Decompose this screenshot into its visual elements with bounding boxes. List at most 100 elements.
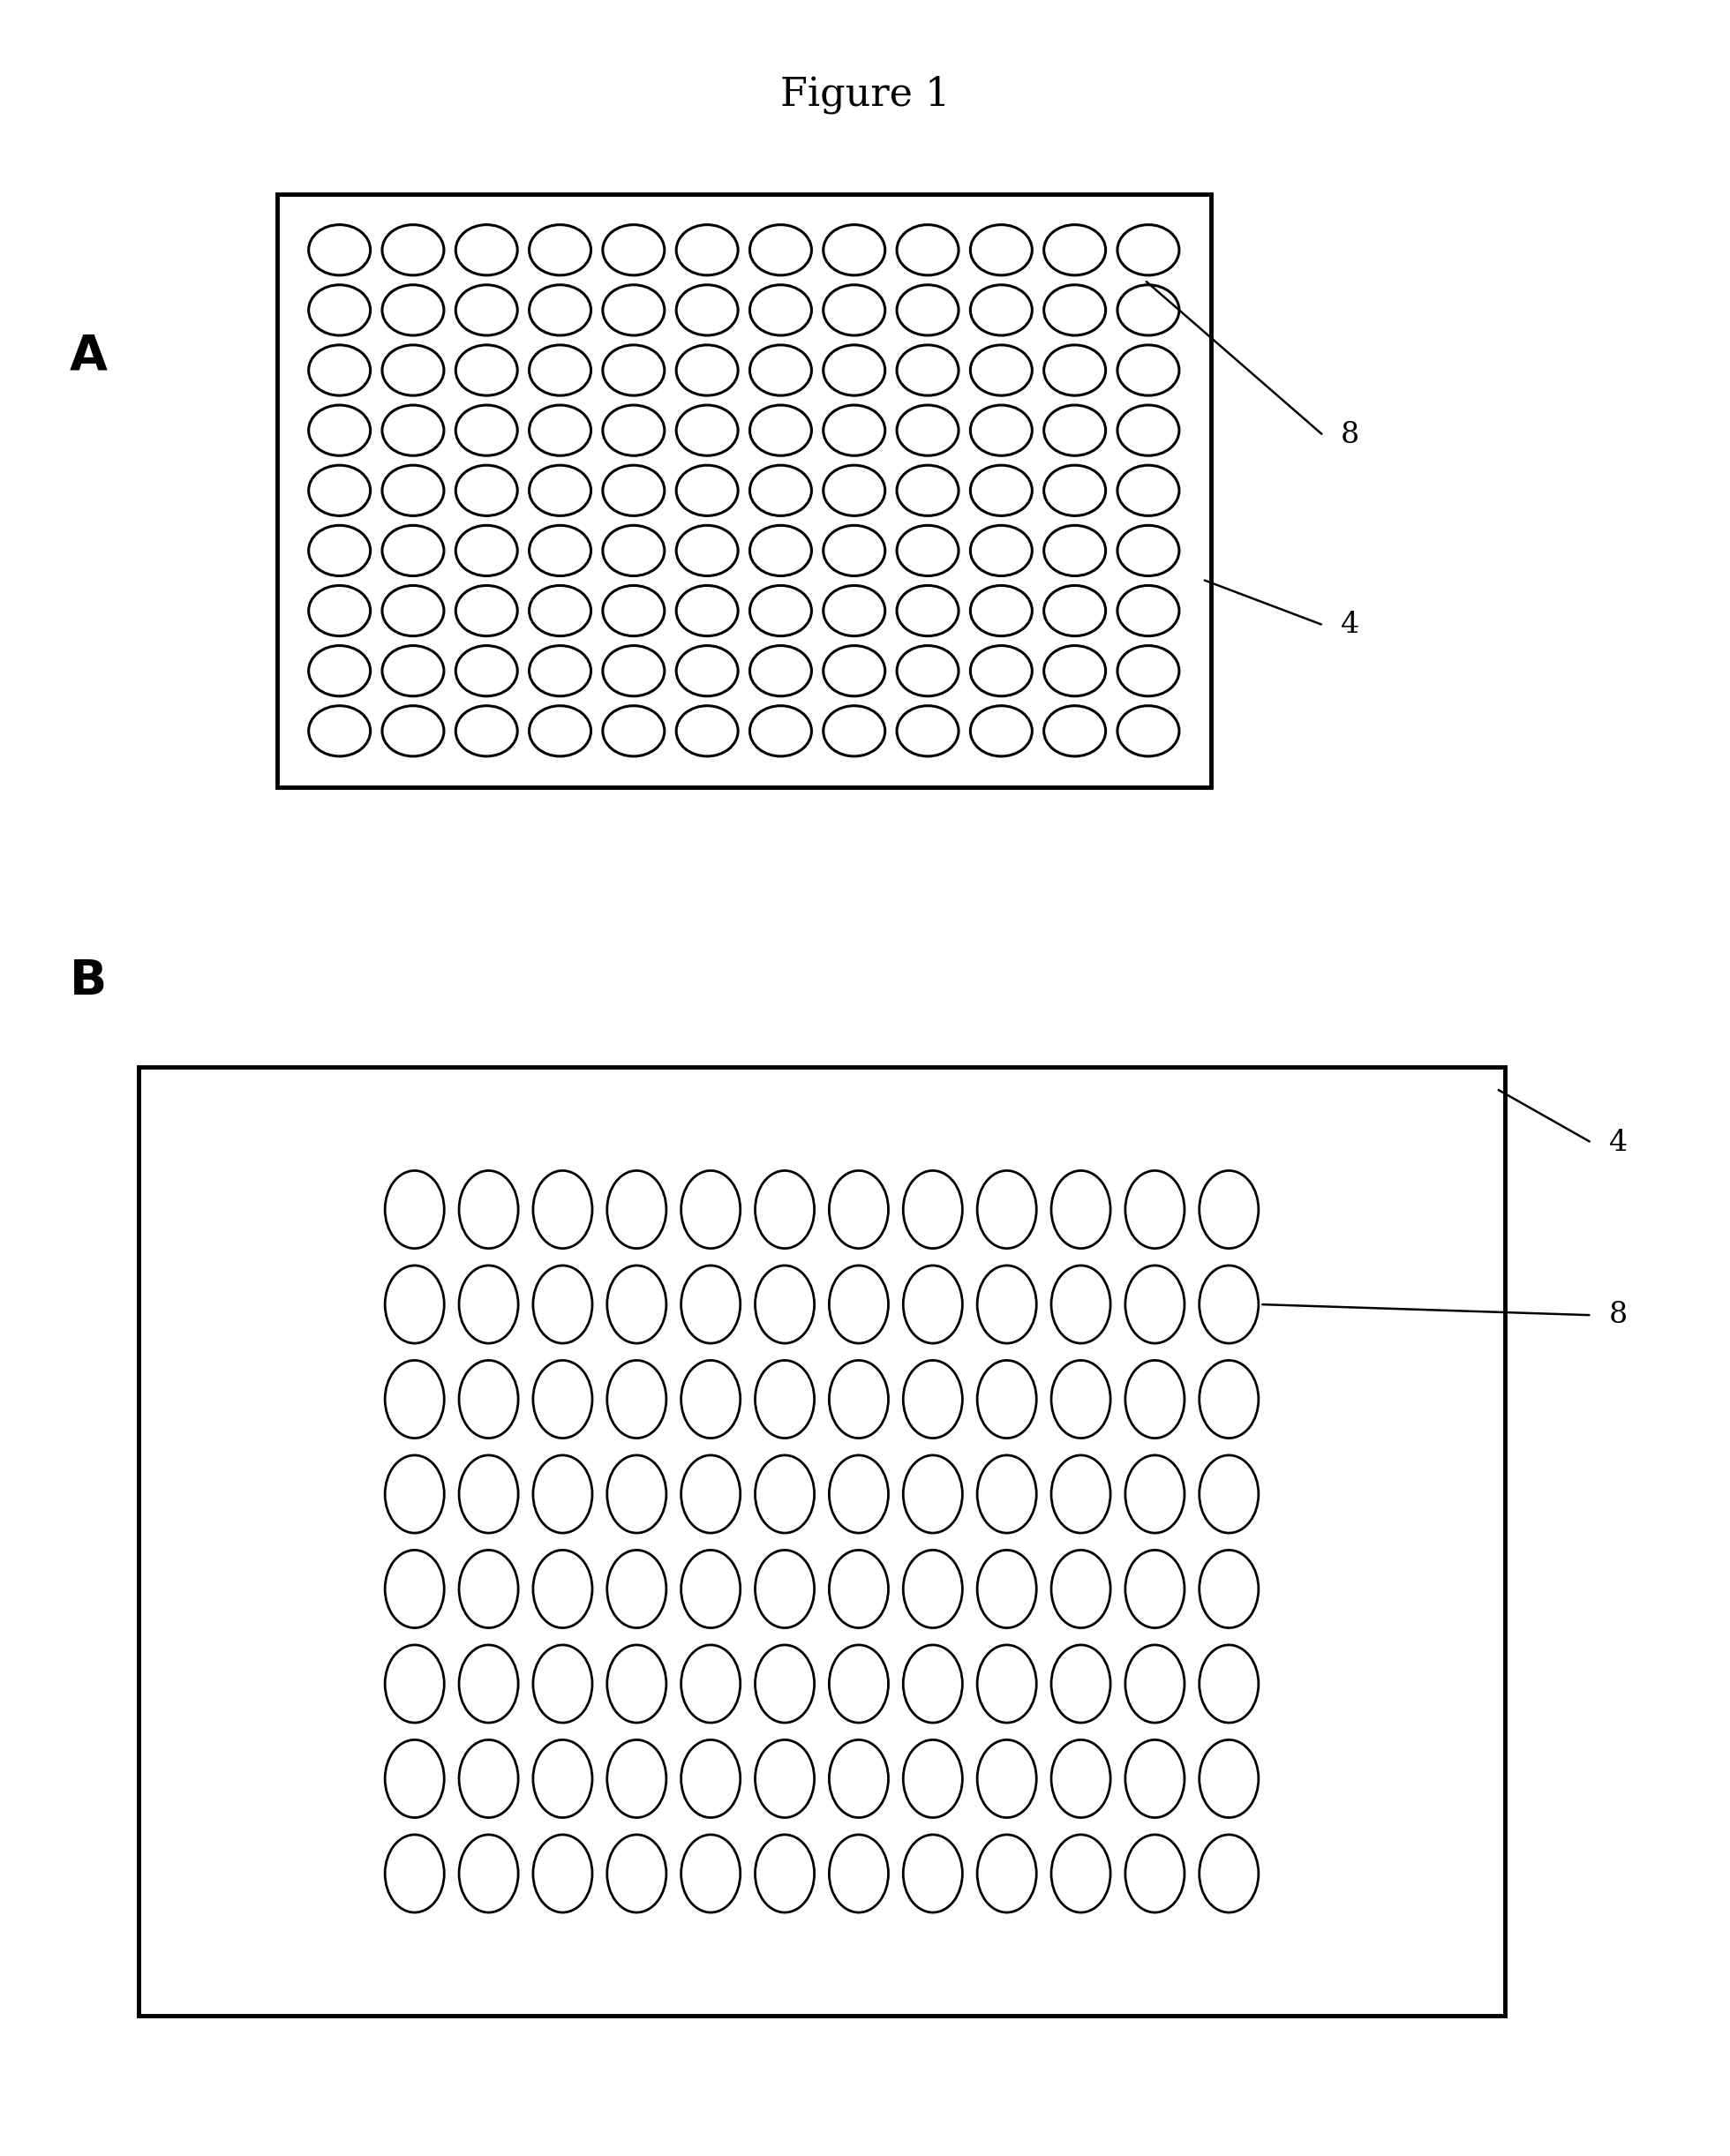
Ellipse shape (386, 1550, 445, 1628)
Ellipse shape (602, 285, 664, 336)
Ellipse shape (529, 466, 592, 515)
Text: 4: 4 (1341, 610, 1360, 640)
Ellipse shape (602, 705, 664, 757)
Ellipse shape (754, 1740, 815, 1818)
Ellipse shape (1043, 405, 1105, 455)
Ellipse shape (382, 705, 445, 757)
Ellipse shape (676, 466, 739, 515)
Ellipse shape (533, 1645, 592, 1723)
Ellipse shape (386, 1455, 445, 1533)
Ellipse shape (903, 1550, 962, 1628)
Ellipse shape (458, 1645, 519, 1723)
Ellipse shape (1118, 705, 1180, 757)
Ellipse shape (823, 345, 886, 395)
Ellipse shape (1124, 1740, 1185, 1818)
Ellipse shape (386, 1171, 445, 1248)
Ellipse shape (308, 405, 370, 455)
Ellipse shape (1118, 405, 1180, 455)
Ellipse shape (977, 1360, 1036, 1438)
Ellipse shape (754, 1266, 815, 1343)
Ellipse shape (829, 1455, 889, 1533)
Ellipse shape (607, 1550, 666, 1628)
Ellipse shape (829, 1645, 889, 1723)
Ellipse shape (382, 466, 445, 515)
Ellipse shape (1124, 1835, 1185, 1912)
Ellipse shape (971, 285, 1033, 336)
Ellipse shape (1199, 1360, 1258, 1438)
Ellipse shape (823, 466, 886, 515)
Ellipse shape (823, 586, 886, 636)
Ellipse shape (676, 586, 739, 636)
Ellipse shape (382, 224, 445, 276)
Ellipse shape (607, 1360, 666, 1438)
Ellipse shape (607, 1835, 666, 1912)
Ellipse shape (896, 466, 958, 515)
Ellipse shape (896, 285, 958, 336)
Ellipse shape (308, 224, 370, 276)
Ellipse shape (602, 405, 664, 455)
Ellipse shape (455, 345, 517, 395)
Ellipse shape (676, 345, 739, 395)
Ellipse shape (602, 224, 664, 276)
Ellipse shape (382, 586, 445, 636)
Ellipse shape (607, 1455, 666, 1533)
Text: 8: 8 (1609, 1300, 1628, 1330)
Ellipse shape (1052, 1455, 1111, 1533)
Ellipse shape (458, 1171, 519, 1248)
Ellipse shape (977, 1550, 1036, 1628)
Ellipse shape (903, 1455, 962, 1533)
Ellipse shape (382, 285, 445, 336)
Ellipse shape (829, 1835, 889, 1912)
Ellipse shape (749, 705, 811, 757)
Ellipse shape (529, 645, 592, 696)
Ellipse shape (903, 1360, 962, 1438)
Ellipse shape (455, 285, 517, 336)
Ellipse shape (529, 285, 592, 336)
Ellipse shape (823, 285, 886, 336)
Ellipse shape (455, 224, 517, 276)
Ellipse shape (1043, 705, 1105, 757)
Ellipse shape (386, 1835, 445, 1912)
Ellipse shape (971, 466, 1033, 515)
Ellipse shape (676, 645, 739, 696)
Ellipse shape (602, 526, 664, 576)
Ellipse shape (682, 1266, 740, 1343)
Ellipse shape (1052, 1171, 1111, 1248)
Text: Figure 1: Figure 1 (780, 75, 950, 114)
Ellipse shape (676, 405, 739, 455)
Ellipse shape (455, 705, 517, 757)
Ellipse shape (455, 466, 517, 515)
Ellipse shape (607, 1740, 666, 1818)
Ellipse shape (682, 1645, 740, 1723)
Ellipse shape (1052, 1360, 1111, 1438)
Ellipse shape (308, 645, 370, 696)
Ellipse shape (1052, 1740, 1111, 1818)
Ellipse shape (386, 1266, 445, 1343)
Ellipse shape (1124, 1550, 1185, 1628)
Ellipse shape (602, 586, 664, 636)
Ellipse shape (1118, 345, 1180, 395)
Ellipse shape (829, 1171, 889, 1248)
Ellipse shape (458, 1740, 519, 1818)
Ellipse shape (682, 1360, 740, 1438)
Ellipse shape (896, 224, 958, 276)
Ellipse shape (1124, 1266, 1185, 1343)
Ellipse shape (607, 1645, 666, 1723)
Ellipse shape (533, 1740, 592, 1818)
Ellipse shape (977, 1171, 1036, 1248)
Ellipse shape (529, 224, 592, 276)
Ellipse shape (749, 345, 811, 395)
Ellipse shape (458, 1455, 519, 1533)
Ellipse shape (386, 1740, 445, 1818)
Text: 8: 8 (1341, 420, 1360, 451)
Ellipse shape (1043, 466, 1105, 515)
Ellipse shape (455, 405, 517, 455)
Ellipse shape (533, 1835, 592, 1912)
Ellipse shape (458, 1835, 519, 1912)
Ellipse shape (458, 1360, 519, 1438)
Ellipse shape (382, 405, 445, 455)
Ellipse shape (1199, 1550, 1258, 1628)
Ellipse shape (308, 526, 370, 576)
Ellipse shape (1118, 526, 1180, 576)
Ellipse shape (903, 1740, 962, 1818)
